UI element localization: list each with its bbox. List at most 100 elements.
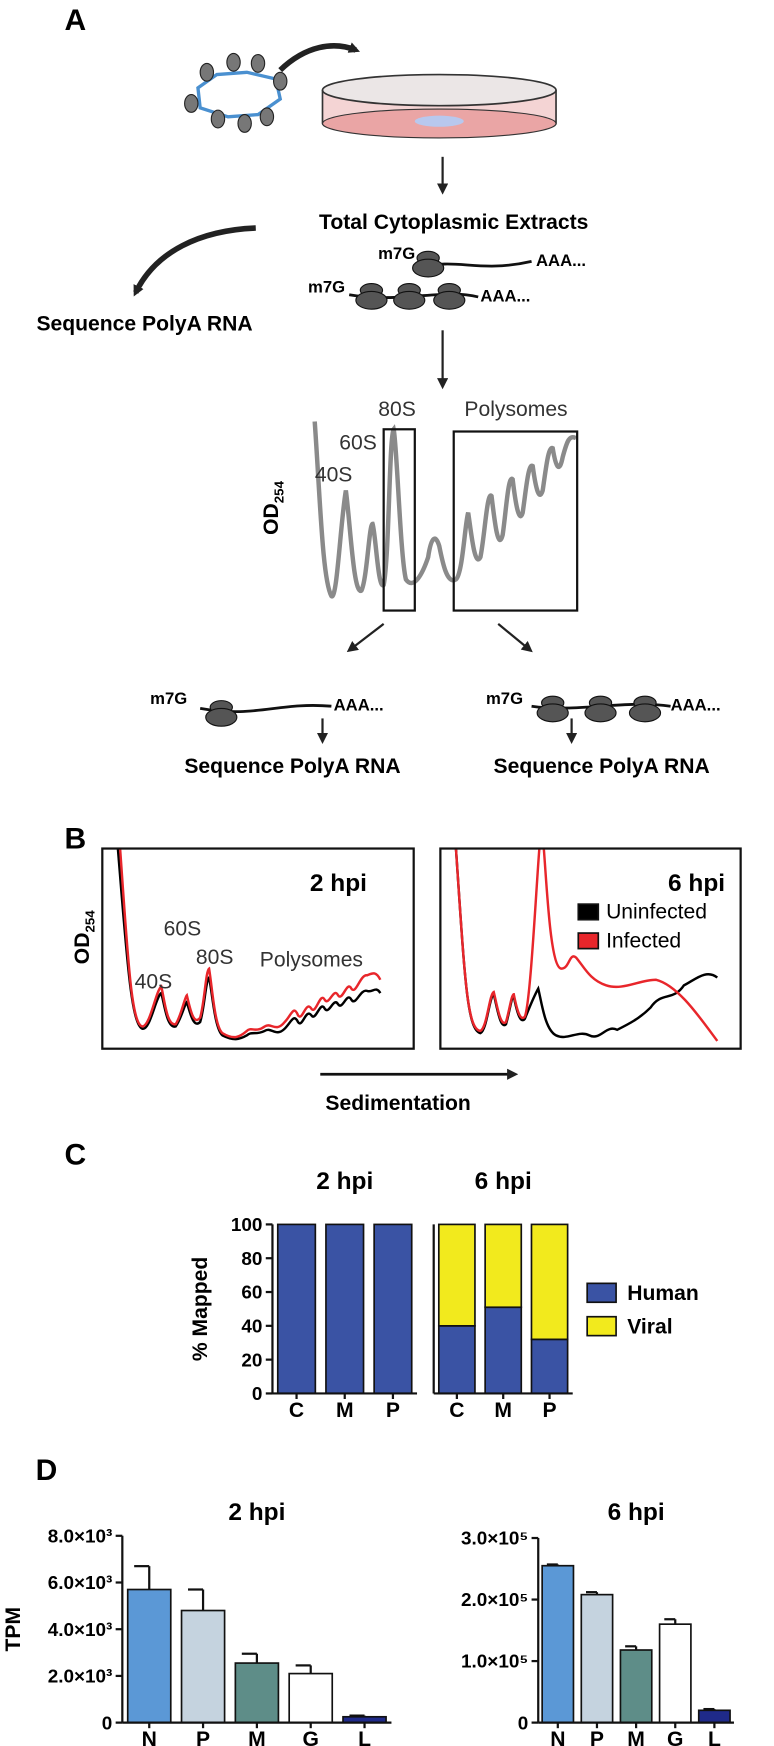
- bar-segment: [484, 1223, 523, 1309]
- y-axis-label: % Mapped: [189, 1257, 212, 1361]
- panel-label: B: [64, 823, 86, 856]
- x-tick-label: M: [248, 1728, 266, 1746]
- peak-label: 80S: [378, 398, 416, 421]
- y-tick-label: 0: [102, 1713, 113, 1734]
- peak-label: 60S: [339, 431, 377, 454]
- x-tick-label: C: [289, 1399, 304, 1422]
- y-tick-label: 2.0×10⁵: [461, 1590, 528, 1611]
- y-tick-label: 8.0×10³: [48, 1526, 113, 1547]
- legend-swatch: [586, 1315, 617, 1337]
- panel-label: A: [64, 4, 86, 37]
- extract-label: Total Cytoplasmic Extracts: [319, 211, 588, 234]
- y-tick-label: 6.0×10³: [48, 1573, 113, 1594]
- tail-label: AAA...: [480, 286, 530, 305]
- bar-segment: [437, 1223, 476, 1327]
- sequence-label: Sequence PolyA RNA: [494, 755, 710, 778]
- cap-label: m7G: [150, 689, 187, 708]
- tail-label: AAA...: [536, 251, 586, 270]
- y-tick-label: 2.0×10³: [48, 1667, 113, 1688]
- arrow: [497, 623, 533, 653]
- legend-swatch: [586, 1282, 617, 1304]
- x-tick-label: M: [336, 1399, 354, 1422]
- profile-frame: [101, 847, 415, 1050]
- peak-label: 40S: [315, 464, 353, 487]
- bar-segment: [530, 1338, 569, 1395]
- x-tick-label: P: [196, 1728, 210, 1746]
- y-tick-label: 4.0×10³: [48, 1620, 113, 1641]
- od-text: OD: [260, 503, 283, 535]
- bar-segment: [325, 1223, 365, 1395]
- bar-segment: [437, 1325, 476, 1395]
- x-tick-label: L: [358, 1728, 371, 1746]
- y-tick-label: 20: [241, 1350, 262, 1371]
- legend: Uninfected Infected: [577, 901, 707, 953]
- y-tick-label: 0: [252, 1384, 263, 1405]
- panel-label: C: [64, 1138, 86, 1171]
- y-tick-label: 0: [518, 1713, 529, 1734]
- panel-title: 6 hpi: [668, 870, 725, 897]
- bar-segment: [276, 1223, 317, 1395]
- x-tick-label: L: [708, 1728, 721, 1746]
- mrna: [348, 283, 479, 310]
- x-tick-label: M: [494, 1399, 512, 1422]
- mrna: [412, 250, 532, 278]
- bar: [541, 1564, 575, 1724]
- y-tick-label: 100: [231, 1215, 263, 1236]
- x-tick-label: M: [627, 1728, 645, 1746]
- od-text: OD: [71, 933, 94, 965]
- trace-group: [116, 848, 382, 1041]
- bar: [658, 1623, 692, 1724]
- bar: [619, 1649, 653, 1724]
- chart-title: 2 hpi: [228, 1499, 285, 1526]
- peak-label: 60S: [164, 917, 202, 940]
- bar-segment: [530, 1223, 569, 1341]
- fraction-box: [452, 430, 579, 612]
- od-label: OD254: [71, 910, 98, 964]
- bar: [580, 1593, 614, 1724]
- x-tick-label: N: [142, 1728, 157, 1746]
- legend-label: Human: [627, 1282, 699, 1305]
- sequence-label: Sequence PolyA RNA: [184, 755, 400, 778]
- y-tick-label: 40: [241, 1317, 262, 1338]
- bar: [180, 1609, 226, 1724]
- x-tick-label: P: [386, 1399, 400, 1422]
- peak-label: 40S: [135, 971, 173, 994]
- y-tick-label: 3.0×10⁵: [461, 1529, 528, 1550]
- x-tick-label: P: [590, 1728, 604, 1746]
- infected-trace: [118, 848, 382, 1039]
- peak-label: Polysomes: [464, 398, 567, 421]
- mrna: [199, 700, 332, 727]
- cap-label: m7G: [308, 278, 345, 297]
- peak-label: Polysomes: [260, 948, 363, 971]
- y-tick-label: 60: [241, 1283, 262, 1304]
- legend-swatch: [577, 903, 600, 921]
- od-label: OD254: [260, 480, 287, 534]
- fraction-box: [382, 428, 416, 612]
- arrow: [133, 225, 256, 297]
- profile-frame: [439, 847, 742, 1050]
- mrna: [531, 695, 671, 723]
- x-tick-label: C: [449, 1399, 464, 1422]
- cap-label: m7G: [486, 689, 523, 708]
- tail-label: AAA...: [671, 696, 721, 715]
- legend-label: Uninfected: [606, 901, 707, 924]
- tail-label: AAA...: [334, 696, 384, 715]
- cap-label: m7G: [378, 244, 415, 263]
- charts: 2 hpi % Mapped 0 20 40 60 80 100 C M P 6 hpi C M P 2 hp…: [2, 1168, 734, 1746]
- profile-trace: [312, 421, 578, 599]
- x-axis-label: Sedimentation: [325, 1092, 470, 1115]
- infected-trace: [454, 848, 719, 1042]
- bar-segment: [484, 1306, 523, 1395]
- bar: [234, 1662, 280, 1724]
- x-tick-label: G: [303, 1728, 319, 1746]
- trace-group: [454, 848, 719, 1042]
- y-tick-label: 80: [241, 1249, 262, 1270]
- chart-title: 6 hpi: [475, 1168, 532, 1195]
- od-subscript: 254: [83, 910, 98, 933]
- y-tick-label: 1.0×10⁵: [461, 1652, 528, 1673]
- bar-segment: [373, 1223, 413, 1395]
- od-subscript: 254: [272, 480, 287, 503]
- bar: [697, 1709, 731, 1724]
